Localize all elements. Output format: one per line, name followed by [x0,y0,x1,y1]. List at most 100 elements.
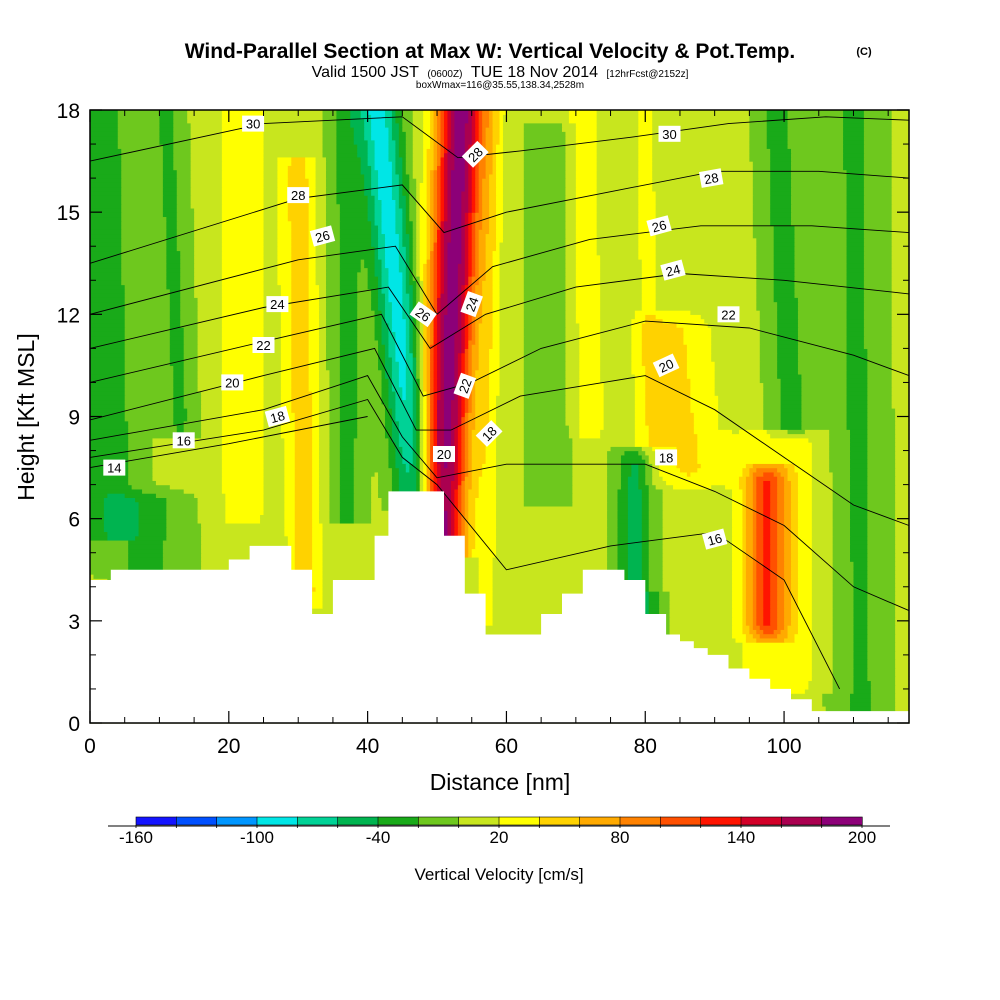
velocity-cell [162,544,202,550]
velocity-cell [325,199,337,205]
velocity-cell [641,352,688,358]
velocity-cell [627,488,643,494]
velocity-cell [423,267,428,273]
velocity-cell [478,586,494,592]
velocity-cell [863,276,893,281]
velocity-cell [499,288,525,294]
velocity-cell [808,437,830,443]
velocity-cell [756,603,764,609]
velocity-cell [457,322,462,328]
velocity-cell [339,233,372,239]
velocity-cell [801,382,848,388]
velocity-cell [412,224,417,230]
velocity-cell [655,297,757,303]
velocity-cell [169,310,181,315]
velocity-cell [423,361,428,367]
velocity-cell [496,522,608,528]
velocity-cell [475,271,480,277]
velocity-cell [756,305,778,311]
velocity-cell [832,569,855,575]
velocity-cell [183,352,199,358]
velocity-cell [107,535,136,541]
velocity-cell [426,276,431,281]
velocity-cell [325,212,341,218]
velocity-cell [426,224,431,230]
velocity-cell [221,254,265,260]
velocity-cell [319,501,331,507]
velocity-cell [846,241,865,247]
velocity-cell [426,335,431,341]
velocity-cell [166,237,178,243]
velocity-cell [121,246,167,252]
velocity-cell [423,395,428,401]
velocity-cell [797,501,813,507]
velocity-cell [437,348,442,354]
velocity-cell [395,229,403,235]
velocity-cell [492,280,501,286]
velocity-cell [575,212,598,218]
velocity-cell [846,212,865,218]
velocity-cell [572,476,608,481]
velocity-cell [423,412,428,418]
velocity-cell [770,561,778,567]
velocity-cell [90,297,126,303]
velocity-cell [391,420,400,426]
velocity-cell [450,480,459,486]
velocity-cell [395,416,414,422]
velocity-cell [454,467,459,473]
velocity-cell [443,280,449,286]
velocity-cell [416,416,421,422]
velocity-cell [641,514,650,520]
velocity-cell [791,493,799,498]
velocity-cell [437,356,442,362]
velocity-cell [378,241,386,247]
velocity-cell [187,412,202,418]
velocity-cell [319,429,331,435]
velocity-cell [711,352,761,358]
velocity-cell [430,378,435,384]
velocity-cell [419,369,424,375]
velocity-cell [565,314,577,320]
velocity-cell [461,476,466,481]
velocity-cell [464,348,469,354]
velocity-cell [322,552,403,558]
velocity-cell [450,433,455,439]
velocity-cell [811,608,834,613]
velocity-cell [891,199,910,205]
velocity-cell [90,318,126,324]
velocity-cell [197,514,226,520]
velocity-cell [173,378,185,384]
velocity-cell [853,676,868,682]
velocity-cell [478,267,487,273]
velocity-cell [461,356,466,362]
velocity-cell [121,203,164,209]
velocity-cell [437,267,442,273]
velocity-cell [471,476,480,481]
velocity-cell [457,293,462,298]
velocity-cell [891,399,910,405]
velocity-cell [357,280,369,286]
velocity-cell [409,344,414,349]
velocity-cell [811,493,834,498]
velocity-cell [485,250,494,256]
velocity-cell [575,207,598,213]
velocity-cell [732,527,744,533]
velocity-cell [811,629,834,635]
velocity-cell [391,425,400,430]
velocity-cell [770,616,778,622]
velocity-cell [846,288,865,294]
velocity-cell [752,224,775,230]
velocity-cell [371,229,379,235]
velocity-cell [263,510,285,516]
velocity-cell [169,322,181,328]
velocity-cell [173,369,185,375]
velocity-cell [499,382,525,388]
velocity-cell [777,467,789,473]
velocity-cell [846,365,868,371]
velocity-cell [756,552,764,558]
velocity-cell [496,510,608,516]
velocity-cell [419,263,424,269]
velocity-cell [291,361,310,367]
velocity-cell [280,369,292,375]
velocity-cell [277,220,292,226]
